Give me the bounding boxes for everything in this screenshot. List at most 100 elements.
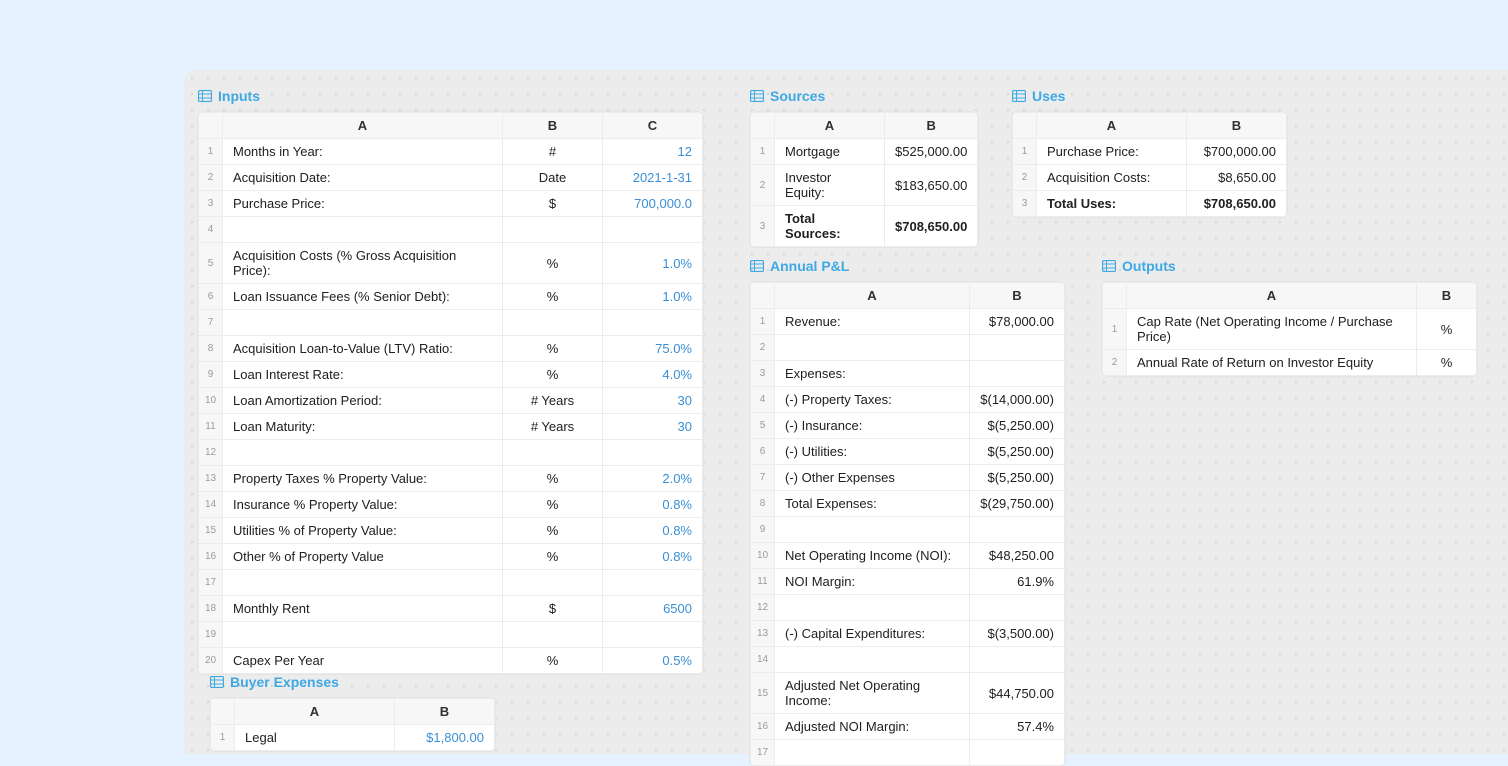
cell-value[interactable]: [603, 310, 703, 336]
cell-unit[interactable]: [503, 310, 603, 336]
cell-label[interactable]: Utilities % of Property Value:: [223, 518, 503, 544]
cell-value[interactable]: $(29,750.00): [970, 491, 1065, 517]
cell-label[interactable]: Months in Year:: [223, 139, 503, 165]
row-number[interactable]: 4: [199, 217, 223, 243]
cell-value[interactable]: $525,000.00: [885, 139, 978, 165]
cell-label[interactable]: Adjusted NOI Margin:: [775, 714, 970, 740]
buyer-expenses-table[interactable]: AB 1Legal$1,800.00: [210, 698, 495, 751]
cell-label[interactable]: [223, 217, 503, 243]
cell-unit[interactable]: %: [503, 336, 603, 362]
cell-label[interactable]: (-) Insurance:: [775, 413, 970, 439]
cell-label[interactable]: [223, 622, 503, 648]
row-number[interactable]: 1: [751, 139, 775, 165]
cell-value[interactable]: %: [1417, 309, 1477, 350]
cell-label[interactable]: Acquisition Costs (% Gross Acquisition P…: [223, 243, 503, 284]
cell-value[interactable]: $(5,250.00): [970, 465, 1065, 491]
cell-value[interactable]: $183,650.00: [885, 165, 978, 206]
cell-label[interactable]: Adjusted Net Operating Income:: [775, 673, 970, 714]
row-number[interactable]: 15: [751, 673, 775, 714]
cell-unit[interactable]: %: [503, 284, 603, 310]
cell-label[interactable]: Acquisition Costs:: [1037, 165, 1187, 191]
cell-value[interactable]: $(3,500.00): [970, 621, 1065, 647]
cell-value[interactable]: 12: [603, 139, 703, 165]
row-number[interactable]: 10: [751, 543, 775, 569]
row-number[interactable]: 3: [199, 191, 223, 217]
cell-label[interactable]: Investor Equity:: [775, 165, 885, 206]
column-header[interactable]: B: [1417, 283, 1477, 309]
cell-value[interactable]: 30: [603, 414, 703, 440]
cell-label[interactable]: Monthly Rent: [223, 596, 503, 622]
cell-value[interactable]: [603, 570, 703, 596]
row-number[interactable]: 1: [199, 139, 223, 165]
row-number[interactable]: 11: [751, 569, 775, 595]
cell-unit[interactable]: $: [503, 191, 603, 217]
cell-label[interactable]: Purchase Price:: [223, 191, 503, 217]
cell-label[interactable]: Insurance % Property Value:: [223, 492, 503, 518]
column-header[interactable]: A: [235, 699, 395, 725]
cell-value[interactable]: %: [1417, 350, 1477, 376]
cell-label[interactable]: [223, 310, 503, 336]
row-number[interactable]: 2: [751, 335, 775, 361]
row-number[interactable]: 8: [751, 491, 775, 517]
cell-unit[interactable]: %: [503, 243, 603, 284]
sources-table[interactable]: AB1Mortgage$525,000.002Investor Equity:$…: [750, 112, 978, 247]
row-number[interactable]: 3: [751, 361, 775, 387]
cell-unit[interactable]: %: [503, 518, 603, 544]
cell-label[interactable]: Loan Maturity:: [223, 414, 503, 440]
cell-label[interactable]: [775, 517, 970, 543]
cell-label[interactable]: [775, 335, 970, 361]
uses-table[interactable]: AB1Purchase Price:$700,000.002Acquisitio…: [1012, 112, 1287, 217]
cell-label[interactable]: (-) Property Taxes:: [775, 387, 970, 413]
column-header[interactable]: B: [1187, 113, 1287, 139]
row-number[interactable]: 5: [751, 413, 775, 439]
cell-label[interactable]: Purchase Price:: [1037, 139, 1187, 165]
cell-label[interactable]: Other % of Property Value: [223, 544, 503, 570]
row-number[interactable]: 3: [751, 206, 775, 247]
cell-value[interactable]: $1,800.00: [395, 725, 495, 751]
cell-label[interactable]: [775, 740, 970, 766]
row-number[interactable]: 12: [751, 595, 775, 621]
cell-value[interactable]: 30: [603, 388, 703, 414]
cell-label[interactable]: Loan Issuance Fees (% Senior Debt):: [223, 284, 503, 310]
cell-label[interactable]: [223, 440, 503, 466]
cell-value[interactable]: [603, 440, 703, 466]
column-header[interactable]: A: [223, 113, 503, 139]
cell-unit[interactable]: # Years: [503, 414, 603, 440]
row-number[interactable]: 20: [199, 648, 223, 674]
cell-value[interactable]: [970, 595, 1065, 621]
cell-value[interactable]: $78,000.00: [970, 309, 1065, 335]
cell-value[interactable]: 2.0%: [603, 466, 703, 492]
row-number[interactable]: 13: [751, 621, 775, 647]
cell-label[interactable]: [775, 595, 970, 621]
cell-value[interactable]: 4.0%: [603, 362, 703, 388]
row-number[interactable]: 7: [751, 465, 775, 491]
column-header[interactable]: B: [885, 113, 978, 139]
cell-value[interactable]: 6500: [603, 596, 703, 622]
column-header[interactable]: B: [503, 113, 603, 139]
row-number[interactable]: 1: [1013, 139, 1037, 165]
cell-unit[interactable]: %: [503, 466, 603, 492]
cell-value[interactable]: $708,650.00: [1187, 191, 1287, 217]
column-header[interactable]: A: [1127, 283, 1417, 309]
cell-unit[interactable]: [503, 570, 603, 596]
cell-label[interactable]: Legal: [235, 725, 395, 751]
cell-value[interactable]: 0.5%: [603, 648, 703, 674]
cell-unit[interactable]: $: [503, 596, 603, 622]
cell-unit[interactable]: #: [503, 139, 603, 165]
inputs-table[interactable]: ABC1Months in Year:#122Acquisition Date:…: [198, 112, 703, 674]
cell-label[interactable]: NOI Margin:: [775, 569, 970, 595]
column-header[interactable]: B: [395, 699, 495, 725]
cell-label[interactable]: Mortgage: [775, 139, 885, 165]
outputs-table[interactable]: AB1Cap Rate (Net Operating Income / Purc…: [1102, 282, 1477, 376]
cell-unit[interactable]: [503, 622, 603, 648]
row-number[interactable]: 9: [751, 517, 775, 543]
cell-label[interactable]: (-) Utilities:: [775, 439, 970, 465]
column-header[interactable]: C: [603, 113, 703, 139]
row-number[interactable]: 2: [751, 165, 775, 206]
row-number[interactable]: 14: [199, 492, 223, 518]
row-number[interactable]: 1: [211, 725, 235, 751]
cell-label[interactable]: Total Expenses:: [775, 491, 970, 517]
row-number[interactable]: 2: [199, 165, 223, 191]
row-number[interactable]: 7: [199, 310, 223, 336]
row-number[interactable]: 13: [199, 466, 223, 492]
